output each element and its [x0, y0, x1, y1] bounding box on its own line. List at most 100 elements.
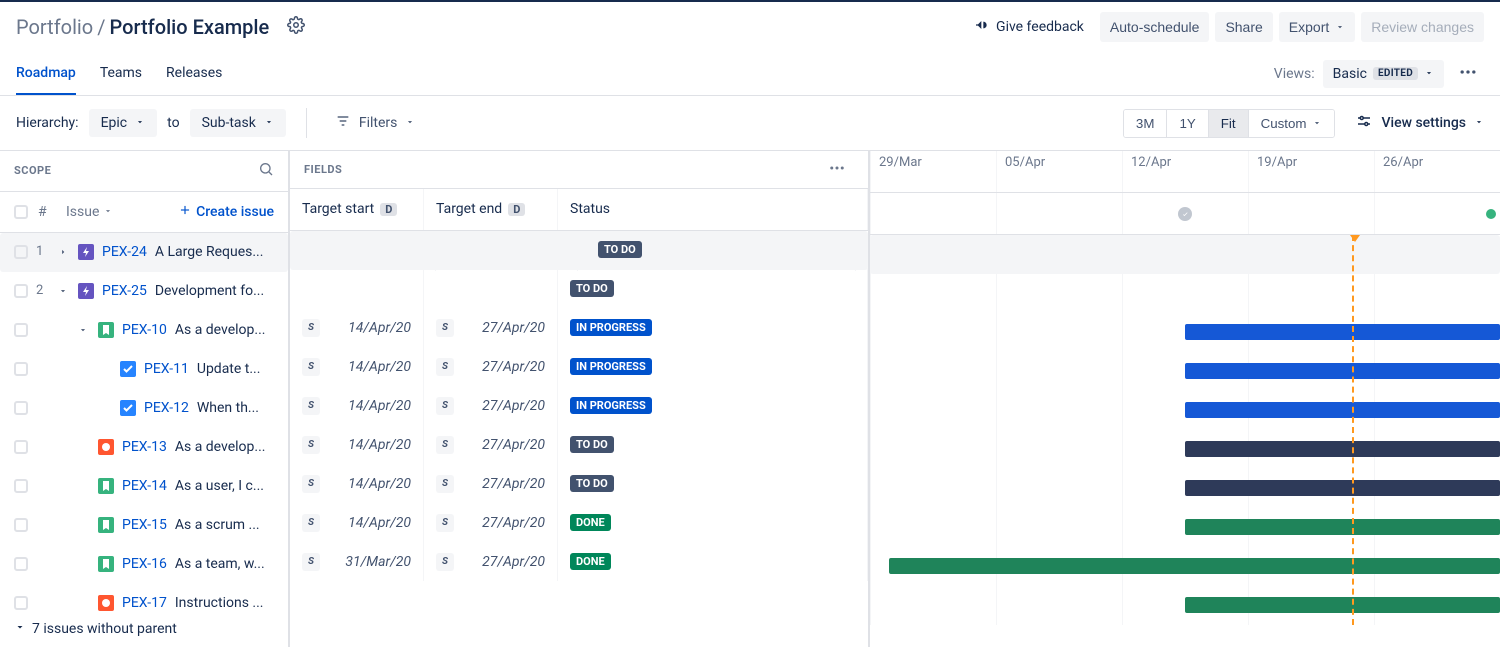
issue-key[interactable]: PEX-16: [122, 556, 167, 572]
row-checkbox[interactable]: [14, 284, 28, 298]
target-start-cell[interactable]: S14/Apr/20: [290, 346, 424, 388]
target-start-cell[interactable]: S14/Apr/20: [290, 307, 424, 349]
zoom-fit-button[interactable]: Fit: [1209, 110, 1249, 137]
timeline-row[interactable]: [870, 586, 1500, 625]
issue-key[interactable]: PEX-13: [122, 439, 167, 455]
target-end-cell[interactable]: [444, 231, 578, 271]
issue-row[interactable]: PEX-13 As a develop...: [0, 428, 288, 467]
timeline-row[interactable]: [870, 508, 1500, 547]
review-changes-button[interactable]: Review changes: [1361, 12, 1484, 42]
row-checkbox[interactable]: [14, 323, 28, 337]
timeline-row[interactable]: [870, 352, 1500, 391]
target-start-cell[interactable]: S14/Apr/20: [290, 385, 424, 427]
issue-key[interactable]: PEX-25: [102, 283, 147, 299]
status-cell[interactable]: TO DO: [586, 231, 856, 271]
issue-key[interactable]: PEX-14: [122, 478, 167, 494]
view-settings-button[interactable]: View settings: [1355, 112, 1484, 134]
tab-releases[interactable]: Releases: [166, 52, 222, 95]
tab-teams[interactable]: Teams: [100, 52, 142, 95]
share-button[interactable]: Share: [1215, 12, 1272, 42]
issue-key[interactable]: PEX-11: [144, 361, 189, 377]
issues-without-parent-toggle[interactable]: 7 issues without parent: [0, 611, 288, 647]
fields-more-icon[interactable]: [820, 159, 854, 180]
expand-toggle[interactable]: [56, 286, 70, 296]
row-checkbox[interactable]: [14, 596, 28, 610]
issue-key[interactable]: PEX-17: [122, 595, 167, 611]
gear-icon[interactable]: [287, 16, 305, 38]
target-start-cell[interactable]: S14/Apr/20: [290, 502, 424, 544]
timeline-row[interactable]: [870, 274, 1500, 313]
issue-row[interactable]: PEX-16 As a team, w...: [0, 545, 288, 584]
tab-roadmap[interactable]: Roadmap: [16, 52, 76, 95]
row-checkbox[interactable]: [14, 362, 28, 376]
breadcrumb-parent[interactable]: Portfolio: [16, 15, 93, 39]
status-cell[interactable]: DONE: [558, 502, 868, 544]
issue-column-header[interactable]: Issue: [66, 204, 113, 220]
feedback-button[interactable]: Give feedback: [974, 17, 1084, 37]
timeline-row[interactable]: [870, 547, 1500, 586]
hierarchy-from-select[interactable]: Epic: [89, 109, 158, 137]
target-start-cell[interactable]: S14/Apr/20: [290, 424, 424, 466]
more-icon[interactable]: [1452, 58, 1484, 90]
issue-row[interactable]: PEX-15 As a scrum ...: [0, 506, 288, 545]
issue-row[interactable]: PEX-17 Instructions ...: [0, 584, 288, 612]
issue-row[interactable]: 2 PEX-25 Development fo...: [0, 272, 288, 311]
target-start-cell[interactable]: S14/Apr/20: [290, 463, 424, 505]
issue-key[interactable]: PEX-15: [122, 517, 167, 533]
timeline-row[interactable]: [870, 391, 1500, 430]
target-end-header[interactable]: Target end D: [424, 188, 558, 230]
target-end-cell[interactable]: S27/Apr/20: [424, 541, 558, 581]
status-cell[interactable]: IN PROGRESS: [558, 385, 868, 427]
zoom-3m-button[interactable]: 3M: [1124, 110, 1168, 137]
target-start-cell[interactable]: [302, 231, 436, 271]
expand-toggle[interactable]: [76, 325, 90, 335]
status-cell[interactable]: DONE: [558, 541, 868, 581]
issue-key[interactable]: PEX-10: [122, 322, 167, 338]
issue-key[interactable]: PEX-12: [144, 400, 189, 416]
timeline-bar[interactable]: [1185, 597, 1500, 613]
filters-button[interactable]: Filters: [327, 107, 424, 139]
status-cell[interactable]: TO DO: [558, 463, 868, 505]
issue-row[interactable]: PEX-14 As a user, I c...: [0, 467, 288, 506]
release-check-icon[interactable]: [1178, 207, 1192, 221]
issue-row[interactable]: PEX-11 Update t...: [0, 350, 288, 389]
target-end-cell[interactable]: S27/Apr/20: [424, 307, 558, 349]
status-cell[interactable]: IN PROGRESS: [558, 307, 868, 349]
row-checkbox[interactable]: [14, 245, 28, 259]
row-checkbox[interactable]: [14, 440, 28, 454]
select-all-checkbox[interactable]: [14, 205, 28, 219]
target-end-cell[interactable]: [424, 268, 558, 310]
target-end-cell[interactable]: S27/Apr/20: [424, 424, 558, 466]
issue-row[interactable]: PEX-10 As a develop...: [0, 311, 288, 350]
row-checkbox[interactable]: [14, 401, 28, 415]
release-marker-icon[interactable]: [1486, 209, 1496, 219]
timeline-bar[interactable]: [1185, 402, 1500, 418]
timeline-row[interactable]: [870, 430, 1500, 469]
search-icon[interactable]: [258, 161, 274, 180]
timeline-row[interactable]: [870, 235, 1500, 274]
status-cell[interactable]: TO DO: [558, 268, 868, 310]
target-start-header[interactable]: Target start D: [290, 188, 424, 230]
status-cell[interactable]: TO DO: [558, 424, 868, 466]
timeline-row[interactable]: [870, 313, 1500, 352]
status-header[interactable]: Status: [558, 188, 868, 230]
create-issue-button[interactable]: Create issue: [178, 203, 274, 221]
timeline-bar[interactable]: [1185, 480, 1500, 496]
zoom-1y-button[interactable]: 1Y: [1167, 110, 1208, 137]
target-start-cell[interactable]: S31/Mar/20: [290, 541, 424, 581]
row-checkbox[interactable]: [14, 557, 28, 571]
expand-toggle[interactable]: [56, 247, 70, 257]
target-end-cell[interactable]: S27/Apr/20: [424, 502, 558, 544]
timeline-bar[interactable]: [1185, 519, 1500, 535]
row-checkbox[interactable]: [14, 479, 28, 493]
timeline-row[interactable]: [870, 469, 1500, 508]
issue-key[interactable]: PEX-24: [102, 244, 147, 260]
status-cell[interactable]: IN PROGRESS: [558, 346, 868, 388]
row-checkbox[interactable]: [14, 518, 28, 532]
timeline-bar[interactable]: [1185, 324, 1500, 340]
export-button[interactable]: Export: [1279, 12, 1355, 42]
target-end-cell[interactable]: S27/Apr/20: [424, 385, 558, 427]
target-start-cell[interactable]: [290, 268, 424, 310]
target-end-cell[interactable]: S27/Apr/20: [424, 346, 558, 388]
hierarchy-to-select[interactable]: Sub-task: [190, 109, 286, 137]
